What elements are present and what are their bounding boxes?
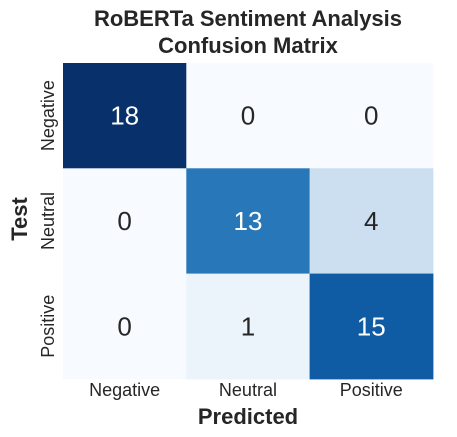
heatmap-cell-positive-positive bbox=[309, 273, 434, 380]
cell-value-positive-positive: 15 bbox=[357, 311, 386, 341]
heatmap-cell-positive-neutral bbox=[186, 273, 311, 380]
cell-value-neutral-negative: 0 bbox=[117, 206, 131, 236]
heatmap-cell-negative-negative bbox=[63, 63, 187, 169]
cell-value-negative-negative: 18 bbox=[110, 101, 139, 131]
heatmap-cell-neutral-negative bbox=[63, 168, 187, 275]
heatmap-cell-negative-positive bbox=[309, 63, 434, 169]
cell-value-neutral-positive: 4 bbox=[364, 206, 378, 236]
x-tick-labels: Negative Neutral Positive bbox=[89, 380, 403, 400]
heatmap-cell-neutral-neutral bbox=[186, 168, 311, 275]
y-tick-label-negative: Negative bbox=[38, 80, 58, 151]
chart-title-line-2: Confusion Matrix bbox=[158, 33, 338, 58]
heatmap-cells: 18 0 0 0 13 4 0 1 15 bbox=[63, 63, 434, 380]
heatmap-cell-positive-negative bbox=[63, 273, 187, 380]
y-tick-label-positive: Positive bbox=[38, 295, 58, 358]
cell-value-negative-positive: 0 bbox=[364, 101, 378, 131]
heatmap-cell-neutral-positive bbox=[309, 168, 434, 275]
chart-title-line-1: RoBERTa Sentiment Analysis bbox=[94, 6, 402, 31]
y-axis-label: Test bbox=[7, 197, 32, 241]
cell-value-negative-neutral: 0 bbox=[241, 101, 255, 131]
x-tick-label-positive: Positive bbox=[340, 380, 403, 400]
y-tick-label-neutral: Neutral bbox=[38, 192, 58, 250]
x-tick-label-negative: Negative bbox=[89, 380, 160, 400]
x-tick-label-neutral: Neutral bbox=[219, 380, 277, 400]
x-axis-label: Predicted bbox=[198, 404, 298, 429]
heatmap-cell-negative-neutral bbox=[186, 63, 311, 169]
cell-value-neutral-neutral: 13 bbox=[233, 206, 262, 236]
cell-value-positive-neutral: 1 bbox=[241, 311, 255, 341]
cell-value-positive-negative: 0 bbox=[117, 311, 131, 341]
y-tick-labels: Negative Neutral Positive bbox=[38, 80, 58, 358]
